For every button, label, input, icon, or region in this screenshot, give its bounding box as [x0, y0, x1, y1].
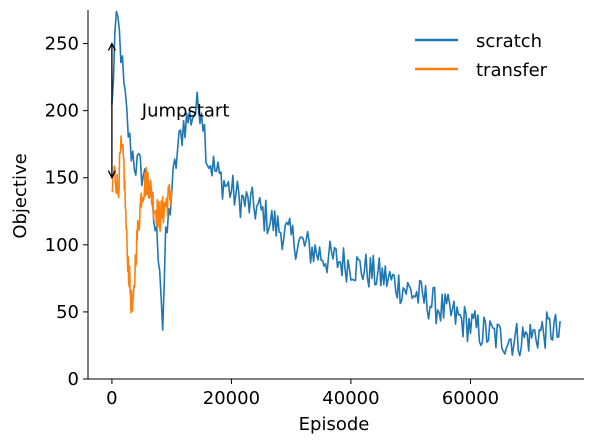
legend: scratch transfer	[415, 31, 548, 81]
x-tick-label: 60000	[442, 388, 499, 409]
series-layer	[111, 10, 561, 357]
x-tick-label: 0	[106, 388, 117, 409]
legend-label-scratch: scratch	[476, 31, 542, 52]
y-tick-label: 100	[45, 235, 79, 256]
y-tick-label: 50	[56, 302, 79, 323]
x-tick-label: 20000	[203, 388, 260, 409]
series-line-scratch	[111, 10, 561, 357]
y-axis-label: Objective	[10, 153, 31, 238]
y-tick-label: 0	[68, 369, 79, 390]
y-tick-label: 250	[45, 34, 79, 55]
y-tick-label: 150	[45, 168, 79, 189]
x-axis-label: Episode	[299, 414, 370, 435]
x-tick-label: 40000	[322, 388, 379, 409]
jumpstart-arrow-head-top	[107, 42, 116, 51]
legend-label-transfer: transfer	[476, 60, 548, 81]
jumpstart-label: Jumpstart	[141, 101, 230, 122]
jumpstart-arrow-head-bottom	[107, 170, 116, 180]
jumpstart-annotation: Jumpstart	[107, 42, 230, 180]
y-tick-label: 200	[45, 101, 79, 122]
y-ticks: 0 50 100 150 200 250	[45, 34, 88, 390]
x-ticks: 0 20000 40000 60000	[106, 379, 499, 409]
series-line-transfer	[111, 135, 173, 314]
